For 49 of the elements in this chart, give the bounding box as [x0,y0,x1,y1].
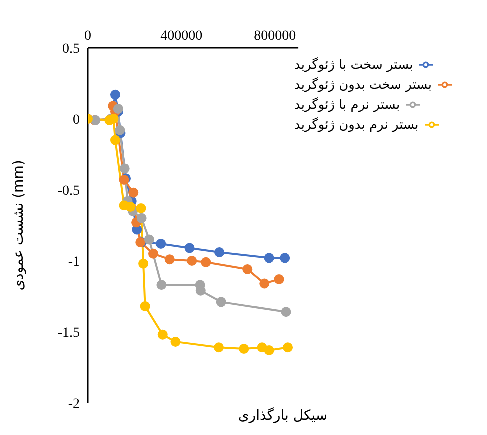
x-tick-label: 400000 [160,29,203,44]
point [136,213,147,224]
point [113,104,124,114]
point [156,280,167,290]
point [201,257,212,268]
point [126,202,136,212]
legend-label: بستر سخت با ژئوگرید [294,58,414,73]
x-axis-title: سیکل بارگذاری [237,408,329,424]
legend-label: بستر نرم با ژئوگرید [294,98,400,113]
point [156,238,166,249]
y-tick-label: 0 [73,112,80,128]
point [144,234,154,245]
point [187,256,198,266]
point [115,125,126,136]
point [120,164,130,174]
point [216,297,226,308]
point [108,114,119,124]
point [214,247,225,258]
y-tick-label: -1.5 [58,326,80,341]
x-tick-label: 0 [84,29,92,44]
point [264,253,274,264]
y-tick-label: 0.5 [62,42,80,57]
point [148,248,159,259]
x-tick-label: 800000 [254,29,296,44]
point [128,188,139,198]
point [283,342,294,353]
point [138,258,149,269]
point [281,307,292,318]
y-tick-label: -2 [68,396,80,412]
point [184,243,195,254]
point [274,274,284,284]
legend-label: بستر نرم بدون ژئوگرید [294,118,419,133]
point [164,254,175,265]
point [136,203,146,214]
point [242,264,253,275]
point [280,253,290,264]
point [158,330,168,340]
point [140,301,150,312]
point [214,342,224,353]
point [260,278,270,289]
point [239,344,250,354]
point [170,336,181,347]
point [110,135,120,146]
y-tick-label: -1 [68,254,80,270]
y-axis-title: نشست عمودی (mm) [10,160,27,291]
point [264,345,274,356]
y-tick-label: -0.5 [58,184,80,199]
legend-label: بستر سخت بدون ژئوگرید [294,78,432,93]
point [110,90,120,100]
